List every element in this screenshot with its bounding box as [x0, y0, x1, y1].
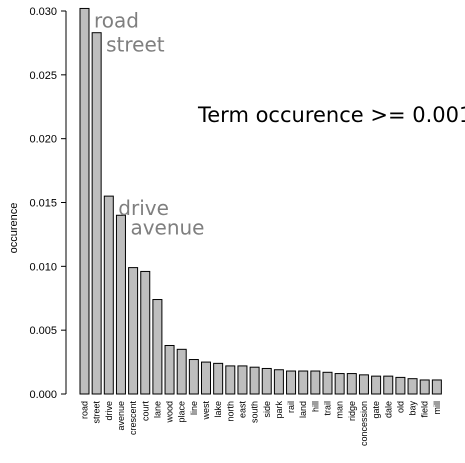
bar-concession [358, 374, 369, 395]
bar-west [201, 361, 211, 395]
x-tick-label: crescent [128, 401, 138, 436]
bar-rail [286, 370, 297, 395]
bar-avenue [115, 214, 126, 395]
bar-north [225, 365, 236, 395]
bar-annotation-avenue: avenue [130, 215, 204, 239]
bar-place [176, 348, 187, 395]
bar-crescent [128, 267, 139, 395]
bar-man [334, 373, 345, 395]
bar-field [419, 379, 430, 395]
x-tick-label: park [274, 401, 284, 419]
bars-group [79, 7, 442, 395]
x-tick-label: court [140, 401, 150, 422]
bar-lane [152, 299, 163, 395]
bar-annotation-road: road [94, 8, 139, 32]
bar-south [249, 366, 260, 395]
x-tick-label: west [201, 401, 211, 421]
bar-drive [103, 195, 114, 395]
bar-land [298, 370, 309, 395]
chart-annotation: Term occurence >= 0.001 [197, 103, 465, 127]
y-tick-label: 0.000 [29, 389, 57, 401]
bar-annotation-drive: drive [118, 196, 169, 220]
bar-east [237, 365, 248, 395]
x-tick-label: wood [165, 401, 175, 424]
y-tick-label: 0.010 [29, 261, 57, 273]
bar-lake [213, 362, 224, 395]
bar-dale [383, 375, 394, 395]
x-tick-label: drive [104, 401, 114, 421]
x-tick-label: lane [152, 401, 162, 418]
bar-road [79, 7, 90, 395]
bar-trail [322, 371, 333, 395]
x-tick-label: mill [432, 401, 442, 415]
bar-ridge [346, 373, 357, 395]
x-tick-label: ridge [347, 401, 357, 421]
y-axis: 0.000 0.005 0.010 0.015 0.020 0.025 0.030 [29, 6, 67, 401]
y-tick-label: 0.015 [29, 198, 57, 210]
x-tick-label: hill [310, 401, 320, 412]
x-tick-label: gate [371, 401, 381, 419]
bar-annotation-street: street [106, 33, 165, 57]
bar-street [91, 32, 102, 395]
bar-hill [310, 370, 321, 395]
x-tick-label: dale [383, 401, 393, 418]
x-tick-label: rail [286, 401, 296, 413]
x-category-labels: road street drive avenue crescent court lane wo… [80, 401, 442, 447]
bar-gate [371, 375, 382, 395]
x-tick-label: side [262, 401, 272, 418]
bar-wood [164, 344, 175, 395]
x-tick-label: bay [408, 401, 418, 416]
x-tick-label: field [420, 401, 430, 418]
x-tick-label: old [395, 401, 405, 413]
x-tick-label: man [335, 401, 345, 419]
y-tick-label: 0.020 [29, 134, 57, 146]
bar-bay [407, 378, 418, 395]
x-tick-label: north [225, 401, 235, 422]
y-tick-label: 0.005 [29, 325, 57, 337]
y-tick-label: 0.030 [29, 6, 57, 18]
x-tick-label: street [92, 401, 102, 424]
x-tick-label: avenue [116, 401, 126, 431]
y-axis-title: occurence [8, 203, 20, 254]
x-tick-label: place [177, 401, 187, 423]
x-tick-label: road [80, 401, 90, 419]
x-tick-label: trail [323, 401, 333, 416]
x-tick-label: east [237, 401, 247, 419]
bar-mill [431, 379, 442, 395]
bar-old [395, 376, 406, 395]
bar-line [188, 359, 199, 395]
x-tick-label: line [189, 401, 199, 415]
y-ticks: 0.000 0.005 0.010 0.015 0.020 0.025 0.030 [29, 6, 66, 401]
bar-side [261, 367, 272, 395]
bar-park [273, 369, 284, 395]
x-tick-label: lake [213, 401, 223, 418]
x-tick-label: land [298, 401, 308, 418]
y-tick-label: 0.025 [29, 70, 57, 82]
x-tick-label: south [250, 401, 260, 423]
x-tick-label: concession [359, 401, 369, 446]
bar-court [140, 270, 151, 395]
